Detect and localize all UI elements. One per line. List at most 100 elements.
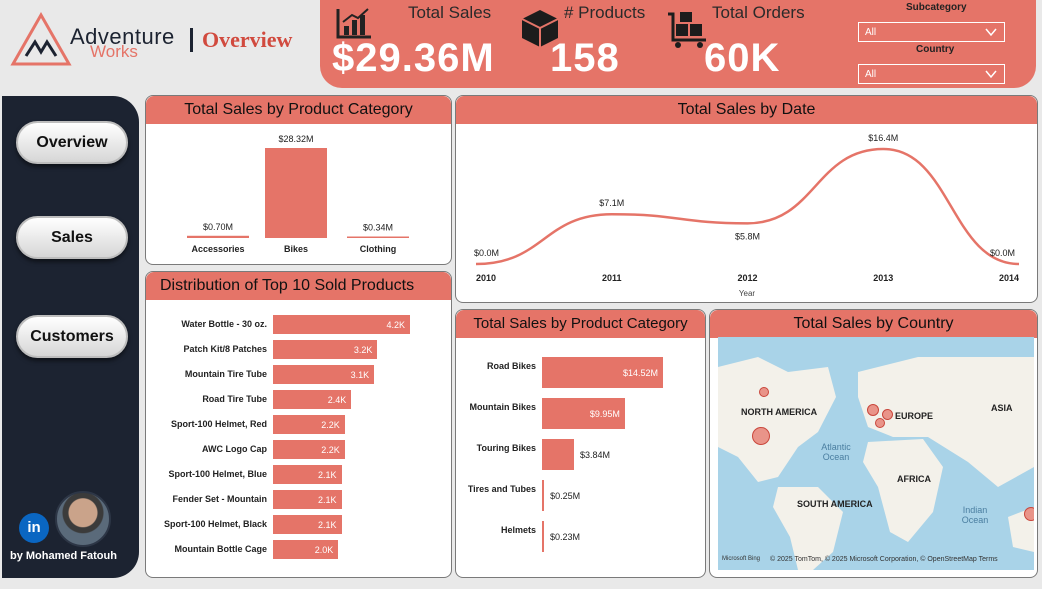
map-land [718,357,1034,570]
map-label-indian: Indian Ocean [961,505,989,525]
country-filter[interactable]: All [858,64,1005,84]
bar [542,357,663,388]
title-divider [190,28,193,52]
kpi-products-label: # Products [564,3,646,22]
kpi-orders-value: 60K [704,36,781,80]
bar [273,490,342,509]
bar-category-label: Road Bikes [486,361,536,371]
bar-category-label: Mountain Bottle Cage [174,544,268,554]
map-label-africa: AFRICA [897,474,931,484]
bar-data-label: $14.52M [623,367,659,378]
author-avatar [55,491,111,547]
date-sales-panel: Total Sales by Date $0.0M 2010 $7.1M 2011 $5… [455,95,1038,303]
bar-data-label: 2.0K [314,544,334,555]
panel-title: Total Sales by Product Category [146,96,451,124]
top10-bar-chart: Water Bottle - 30 oz. 4.2K Patch Kit/8 Pat… [146,300,451,577]
subcategory-bar-chart: Road Bikes $14.52M Mountain Bikes $9.95M Tou… [456,338,705,577]
map-bing-logo: Microsoft Bing [722,556,761,562]
sidebar: Overview Sales Customers in by Mohamed F… [2,96,139,578]
country-bubble-uk[interactable] [867,404,879,416]
bar-data-label: 2.1K [317,519,337,530]
chevron-down-icon [985,70,997,79]
bar-category-label: Tires and Tubes [467,484,536,494]
box-icon [521,10,559,47]
panel-title: Total Sales by Product Category [456,310,705,338]
bar-data-label: 2.1K [317,469,337,480]
bar-data-label: 2.4K [327,394,347,405]
bar [542,521,544,552]
map-attribution[interactable]: © 2025 TomTom, © 2025 Microsoft Corporat… [770,556,998,563]
country-bubble-usa[interactable] [752,427,770,445]
bar-data-label: 2.1K [317,494,337,505]
subcategory-filter[interactable]: All [858,22,1005,42]
date-data-label: $0.0M [990,248,1015,258]
kpi-orders-label: Total Orders [712,3,805,22]
bar-data-label: 2.2K [321,444,340,455]
kpi-total-sales-value: $29.36M [332,36,495,80]
bar-data-label: $0.25M [550,490,581,501]
brand-name-top: Adventure [70,24,175,49]
year-tick-label: 2011 [602,273,622,283]
kpi-bar: Total Sales $29.36M # Products 158 Total… [320,0,1036,88]
kpi-total-sales-label: Total Sales [408,3,492,22]
bar-data-label: 4.2K [386,319,405,330]
brand-name-bottom: Works [90,42,138,61]
country-filter-value: All [865,69,877,80]
country-bubble-canada[interactable] [759,387,769,397]
bar [273,540,339,559]
linkedin-icon[interactable]: in [19,513,49,543]
bar [273,365,375,384]
category-data-label: $0.34M [363,223,393,233]
bar [273,515,342,534]
bar-data-label: $9.95M [589,408,620,419]
bar-category-label: Sport-100 Helmet, Red [170,419,267,429]
category-bar [187,235,249,238]
bar [542,480,545,511]
bar-category-label: Mountain Bikes [469,402,536,412]
map-label-south-america: SOUTH AMERICA [797,499,873,509]
date-line-chart: $0.0M 2010 $7.1M 2011 $5.8M 2012 $16.4M 2013 $0.… [474,133,1020,298]
nav-overview-button[interactable]: Overview [16,121,128,164]
panel-title: Distribution of Top 10 Sold Products [146,272,451,300]
chevron-down-icon [985,28,997,37]
chart-icon [336,8,371,39]
bar-category-label: Sport-100 Helmet, Blue [168,469,267,479]
bar-data-label: $0.23M [550,531,581,542]
country-bubble-germany[interactable] [882,409,893,420]
nav-sales-button[interactable]: Sales [16,216,128,259]
map-label-asia: ASIA [991,403,1013,413]
top10-products-panel: Distribution of Top 10 Sold Products Wat… [145,271,452,578]
bar-category-label: Road Tire Tube [202,394,267,404]
category-bar [265,148,327,238]
bar-category-label: Mountain Tire Tube [184,369,267,379]
country-bubble-france[interactable] [875,418,885,428]
category-tick-label: Bikes [284,244,308,254]
x-axis-title: Year [739,289,756,298]
bar-data-label: 3.1K [350,369,370,380]
subcategory-sales-panel: Total Sales by Product Category Road Bik… [455,309,706,578]
bar-data-label: 3.2K [353,344,373,355]
world-map[interactable]: NORTH AMERICA EUROPE ASIA AFRICA SOUTH A… [718,337,1034,570]
category-tick-label: Accessories [191,244,244,254]
year-tick-label: 2013 [873,273,893,283]
bar [542,398,625,429]
date-data-label: $7.1M [599,198,624,208]
bar [273,340,378,359]
nav-customers-button[interactable]: Customers [16,315,128,358]
bar-category-label: AWC Logo Cap [202,444,267,454]
page-title: Overview [202,27,293,52]
map-label-europe: EUROPE [895,411,934,421]
bar-data-label: 2.2K [321,419,340,430]
category-bar-chart: $0.70M Accessories $28.32M Bikes $0.34M Cloth… [187,134,409,254]
country-filter-label: Country [916,44,955,55]
bar-category-label: Water Bottle - 30 oz. [181,319,267,329]
date-data-label: $16.4M [868,133,898,143]
author-credit: by Mohamed Fatouh [10,550,117,562]
date-data-label: $5.8M [735,231,760,241]
year-tick-label: 2014 [999,273,1019,283]
map-label-atlantic: Atlantic Ocean [821,442,851,462]
date-data-label: $0.0M [474,248,499,258]
country-bubble-australia[interactable] [1024,507,1034,521]
bar [273,465,342,484]
bar-category-label: Sport-100 Helmet, Black [163,519,267,529]
